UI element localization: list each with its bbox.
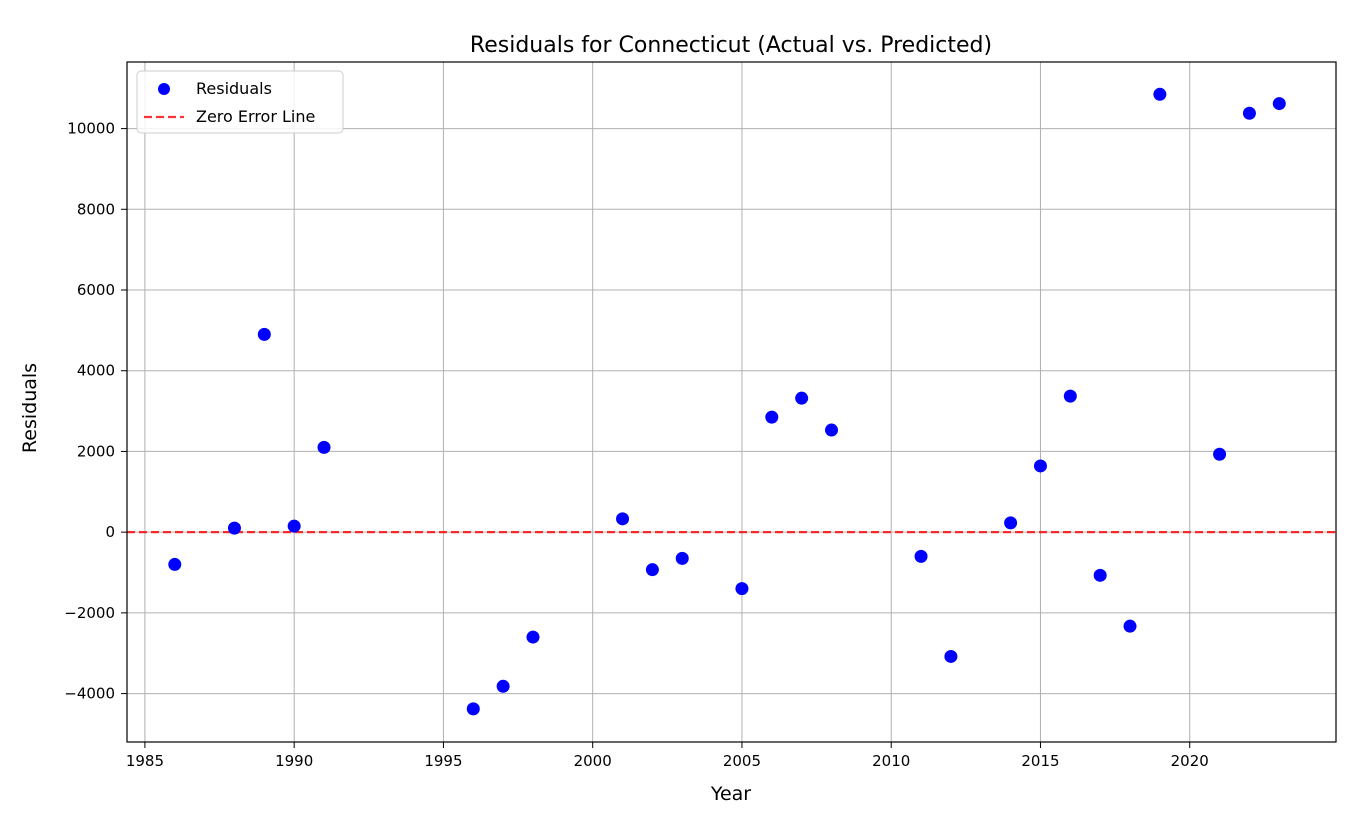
residual-point [1153,87,1167,101]
legend: Residuals Zero Error Line [136,70,344,134]
legend-marker-residuals [158,83,170,95]
x-axis-label: Year [710,783,751,805]
residual-point [1242,106,1256,120]
x-tick-label: 1990 [275,752,313,770]
y-tick-label: 10000 [67,120,115,138]
plot-frame [126,61,1337,743]
residual-point [1213,447,1227,461]
x-tick-label: 1995 [424,752,462,770]
residual-points [168,87,1286,716]
residual-point [645,563,659,577]
residual-point [1093,568,1107,582]
y-tick-label: −4000 [64,685,115,703]
residual-point [765,410,779,424]
residual-point [317,440,331,454]
residual-point [257,327,271,341]
residual-point [1033,459,1047,473]
residual-point [735,582,749,596]
x-tick-label: 2010 [872,752,910,770]
residual-point [944,649,958,663]
grid-lines [127,62,1336,742]
y-axis-ticks: −4000 −2000 0 2000 4000 6000 8000 10000 [64,120,127,703]
x-axis-ticks: 1985 1990 1995 2000 2005 2010 2015 2020 [126,742,1209,770]
residual-point [168,557,182,571]
y-tick-label: −2000 [64,604,115,622]
residual-point [1004,516,1018,530]
y-tick-label: 4000 [77,362,115,380]
residual-point [795,391,809,405]
chart-title: Residuals for Connecticut (Actual vs. Pr… [470,33,992,58]
residual-point [616,512,630,526]
legend-label-residuals: Residuals [196,79,272,98]
x-tick-label: 2000 [574,752,612,770]
residual-point [287,519,301,533]
y-tick-label: 8000 [77,200,115,218]
legend-box [136,70,344,134]
y-tick-label: 6000 [77,281,115,299]
legend-label-zero-error-line: Zero Error Line [196,107,315,126]
y-tick-label: 0 [105,523,115,541]
x-tick-label: 2005 [723,752,761,770]
residual-point [914,549,928,563]
residual-point [496,679,510,693]
y-axis-label: Residuals [19,363,41,453]
residual-point [1123,619,1137,633]
x-tick-label: 1985 [126,752,164,770]
x-tick-label: 2020 [1171,752,1209,770]
residual-point [227,521,241,535]
residual-point [466,702,480,716]
residual-point [526,630,540,644]
residual-point [1272,97,1286,111]
residual-point [1063,389,1077,403]
residual-point [675,551,689,565]
y-tick-label: 2000 [77,442,115,460]
residual-point [825,423,839,437]
x-tick-label: 2015 [1021,752,1059,770]
